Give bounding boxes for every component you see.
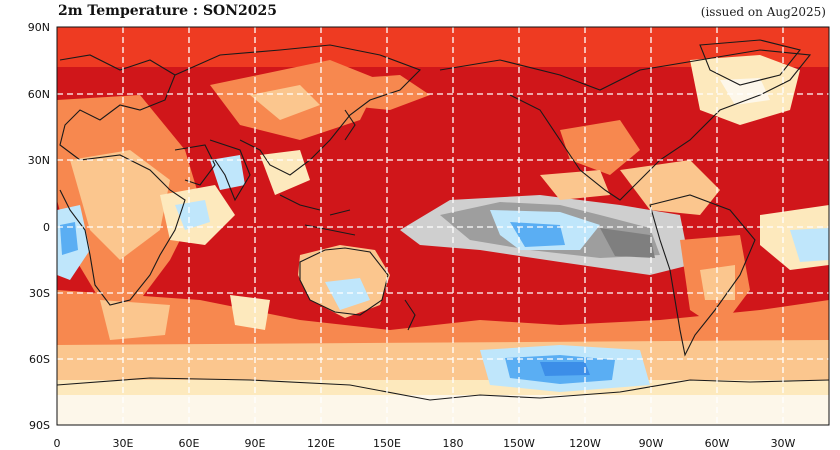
lon-label: 150E bbox=[373, 437, 401, 450]
lon-label: 60E bbox=[179, 437, 200, 450]
map-frame bbox=[56, 26, 830, 426]
lat-label: 90N bbox=[28, 21, 50, 34]
lon-label: 150W bbox=[503, 437, 535, 450]
anomaly-region bbox=[57, 395, 829, 425]
latitude-labels: 90N 60N 30N 0 30S 60S 90S bbox=[28, 21, 50, 432]
anomaly-region bbox=[210, 155, 245, 190]
anomaly-region bbox=[175, 200, 210, 230]
lon-label: 0 bbox=[54, 437, 61, 450]
longitude-labels: 0 30E 60E 90E 120E 150E 180 150W 120W 90… bbox=[54, 437, 796, 450]
anomaly-region bbox=[510, 222, 565, 247]
lat-label: 90S bbox=[29, 419, 50, 432]
anomaly-region bbox=[325, 278, 370, 310]
lat-label: 60S bbox=[29, 353, 50, 366]
issued-date: (issued on Aug2025) bbox=[700, 5, 826, 19]
anomaly-region bbox=[330, 75, 430, 110]
gridlines bbox=[57, 27, 829, 425]
coastlines bbox=[57, 39, 829, 401]
anomaly-region bbox=[60, 222, 78, 255]
lon-label: 90E bbox=[245, 437, 266, 450]
lon-label: 90W bbox=[639, 437, 664, 450]
anomaly-region bbox=[100, 300, 170, 340]
lon-label: 180 bbox=[443, 437, 464, 450]
anomaly-region bbox=[540, 170, 610, 200]
lat-label: 0 bbox=[43, 221, 50, 234]
anomaly-region bbox=[540, 362, 590, 376]
lat-label: 30N bbox=[28, 154, 50, 167]
lat-label: 30S bbox=[29, 287, 50, 300]
anomaly-region bbox=[620, 160, 720, 215]
anomaly-region bbox=[720, 78, 770, 105]
map-title: 2m Temperature : SON2025 bbox=[58, 3, 278, 19]
lon-label: 60W bbox=[705, 437, 730, 450]
lon-label: 120E bbox=[307, 437, 335, 450]
lat-label: 60N bbox=[28, 88, 50, 101]
anomaly-region bbox=[560, 120, 640, 175]
anomaly-region bbox=[600, 228, 655, 258]
lon-label: 30E bbox=[113, 437, 134, 450]
anomaly-region bbox=[790, 228, 829, 262]
anomaly-region bbox=[57, 290, 829, 345]
lon-label: 120W bbox=[569, 437, 601, 450]
lon-label: 30W bbox=[771, 437, 796, 450]
anomaly-region bbox=[230, 295, 270, 330]
anomaly-region bbox=[70, 150, 170, 260]
